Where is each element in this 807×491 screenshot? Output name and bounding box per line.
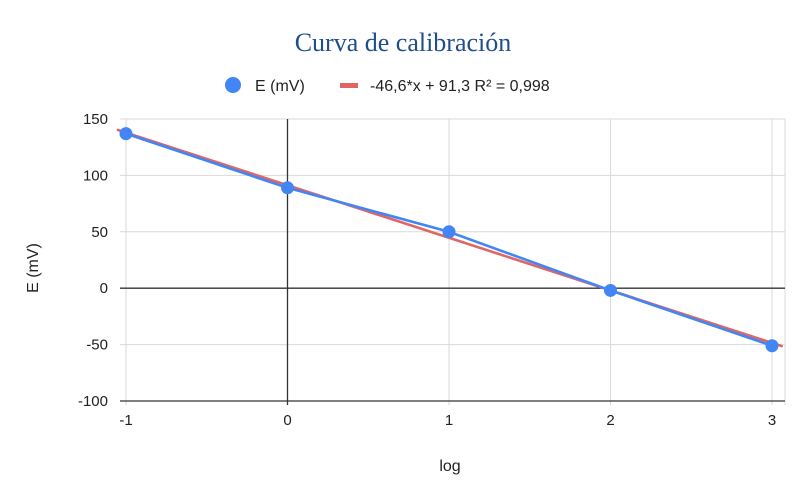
data-point <box>442 225 456 239</box>
legend-label-trendline: -46,6*x + 91,3 R² = 0,998 <box>370 78 550 95</box>
y-tick-label: -50 <box>86 337 108 354</box>
axes <box>120 119 785 405</box>
legend-label-e-mv: E (mV) <box>255 78 305 95</box>
data-point <box>119 127 133 141</box>
y-tick-label: 0 <box>100 280 108 297</box>
x-tick-label: 3 <box>768 412 776 429</box>
y-tick-label: 50 <box>91 224 108 241</box>
legend-marker-trendline <box>340 83 358 88</box>
y-tick-label: -100 <box>78 393 108 410</box>
legend-marker-e-mv <box>225 77 241 93</box>
data-point <box>765 339 779 353</box>
data-point <box>281 181 294 195</box>
data-point <box>604 283 617 297</box>
chart-title: Curva de calibración <box>295 28 512 57</box>
legend: E (mV) -46,6*x + 91,3 R² = 0,998 <box>225 77 550 95</box>
x-tick-label: 0 <box>283 412 291 429</box>
x-tick-label: 1 <box>445 412 453 429</box>
y-tick-label: 100 <box>83 167 108 184</box>
x-tick-label: 2 <box>606 412 614 429</box>
y-axis-title: E (mV) <box>25 243 42 293</box>
y-tick-label: 150 <box>83 111 108 128</box>
plot-area <box>116 127 783 353</box>
x-tick-label: -1 <box>119 412 132 429</box>
x-axis-title: log <box>439 458 460 475</box>
tick-labels: 150 100 50 0 -50 -100 -1 0 1 2 3 <box>78 111 776 429</box>
